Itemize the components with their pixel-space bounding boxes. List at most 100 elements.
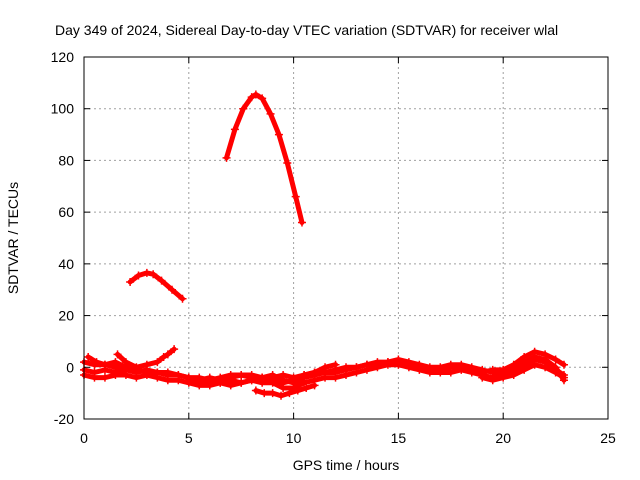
data-point	[251, 386, 260, 395]
data-point	[178, 294, 187, 303]
data-point	[134, 271, 143, 280]
data-point	[279, 378, 288, 387]
x-tick-label: 15	[391, 430, 407, 446]
data-point	[499, 373, 508, 382]
data-point	[425, 363, 434, 372]
series-trace	[224, 91, 305, 225]
series-group	[80, 90, 568, 400]
data-point	[310, 381, 319, 390]
data-point	[488, 368, 497, 377]
data-point	[258, 94, 267, 103]
data-point	[293, 386, 302, 395]
series-low-5	[84, 352, 151, 377]
data-point	[111, 371, 120, 380]
data-point	[237, 378, 246, 387]
data-point	[268, 389, 277, 398]
data-point	[247, 376, 256, 385]
data-point	[331, 373, 340, 382]
data-point	[331, 360, 340, 369]
data-point	[446, 368, 455, 377]
y-tick-label: 40	[58, 256, 74, 272]
data-point	[153, 368, 162, 377]
chart-title: Day 349 of 2024, Sidereal Day-to-day VTE…	[55, 22, 558, 38]
data-point	[100, 373, 109, 382]
data-point	[222, 153, 231, 162]
series-arc-b	[126, 268, 187, 303]
data-point	[216, 378, 225, 387]
data-point	[446, 360, 455, 369]
data-point	[404, 358, 413, 367]
data-point	[92, 358, 101, 367]
data-point	[100, 360, 109, 369]
data-point	[559, 373, 568, 382]
series-low-8	[478, 360, 568, 385]
data-point	[142, 365, 151, 374]
data-point	[285, 389, 294, 398]
data-point	[342, 371, 350, 380]
y-tick-label: 120	[51, 49, 75, 65]
data-point	[184, 376, 193, 385]
data-point	[279, 371, 288, 380]
y-tick-label: 0	[66, 359, 74, 375]
data-point	[551, 355, 560, 364]
data-point	[266, 109, 275, 118]
y-axis: -20 0 20 40 60 80 100 120	[51, 49, 608, 427]
data-point	[230, 125, 239, 134]
data-point	[300, 371, 309, 380]
data-point	[467, 363, 476, 372]
data-point	[509, 363, 518, 372]
x-axis: 0 5 10 15 20 25	[80, 57, 616, 446]
data-point	[300, 378, 309, 387]
data-point	[520, 358, 529, 367]
data-point	[126, 277, 135, 286]
y-tick-label: 60	[58, 204, 74, 220]
data-point	[168, 285, 177, 294]
series-low-4	[113, 345, 179, 372]
data-point	[239, 104, 248, 113]
y-tick-label: 80	[58, 152, 74, 168]
data-point	[302, 383, 311, 392]
data-point	[373, 360, 382, 369]
data-point	[195, 378, 204, 387]
data-point	[541, 355, 550, 364]
data-point	[283, 159, 292, 168]
data-point	[90, 373, 99, 382]
data-point	[478, 365, 487, 374]
y-tick-label: 100	[51, 101, 75, 117]
data-point	[205, 376, 214, 385]
data-point	[153, 358, 162, 367]
data-point	[310, 368, 319, 377]
x-tick-label: 5	[185, 430, 193, 446]
data-point	[415, 360, 424, 369]
data-point	[520, 365, 529, 374]
data-point	[226, 381, 235, 390]
data-point	[268, 376, 277, 385]
data-point	[541, 363, 550, 372]
data-point	[84, 352, 93, 361]
data-point	[297, 218, 306, 227]
data-point	[113, 350, 122, 359]
x-tick-label: 10	[286, 430, 302, 446]
data-point	[289, 376, 298, 385]
data-point	[121, 363, 130, 372]
data-point	[551, 368, 560, 377]
data-point	[478, 373, 487, 382]
data-point	[251, 90, 260, 99]
data-point	[342, 363, 350, 372]
data-point	[530, 360, 539, 369]
data-point	[170, 345, 179, 354]
data-point	[163, 350, 172, 359]
data-point	[352, 363, 361, 372]
x-tick-label: 0	[80, 430, 88, 446]
data-point	[226, 371, 235, 380]
data-point	[159, 352, 168, 361]
x-axis-title: GPS time / hours	[293, 457, 400, 473]
data-point	[291, 192, 300, 201]
data-point	[163, 371, 172, 380]
data-point	[488, 376, 497, 385]
data-point	[321, 363, 330, 372]
data-point	[277, 391, 286, 400]
y-axis-title: SDTVAR / TECUs	[5, 182, 21, 294]
plot-frame	[83, 56, 609, 420]
